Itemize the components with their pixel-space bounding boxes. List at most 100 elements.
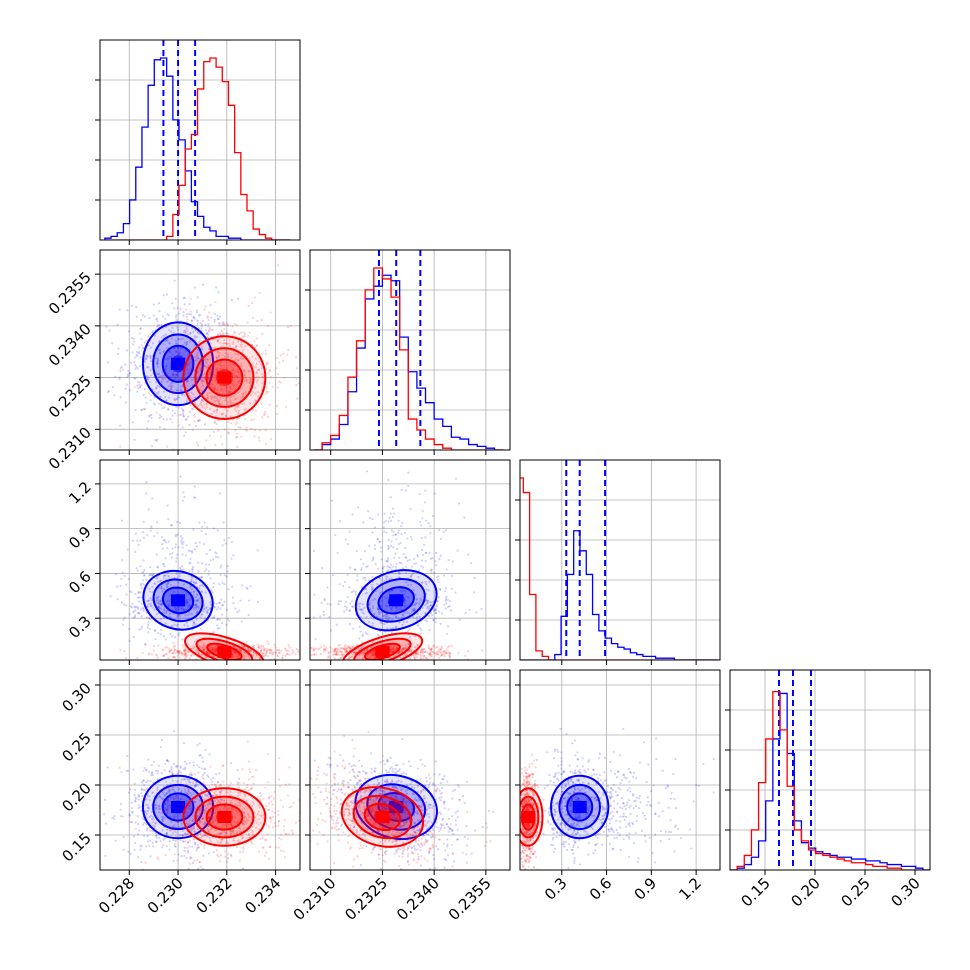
scatter-point <box>157 372 160 376</box>
scatter-point <box>409 508 412 511</box>
scatter-point <box>171 414 174 417</box>
scatter-point <box>172 656 175 659</box>
scatter-point <box>428 629 431 632</box>
scatter-point <box>171 552 174 555</box>
scatter-point <box>211 368 214 371</box>
scatter-point <box>139 327 142 331</box>
scatter-point <box>401 647 404 651</box>
scatter-point <box>243 811 246 814</box>
scatter-point <box>174 648 177 652</box>
scatter-point <box>270 649 273 653</box>
scatter-point <box>277 820 280 823</box>
scatter-point <box>218 809 221 812</box>
scatter-point <box>291 652 294 655</box>
scatter-point <box>379 546 383 549</box>
scatter-point <box>322 644 325 647</box>
scatter-point <box>348 530 351 533</box>
scatter-point <box>210 648 214 652</box>
scatter-point <box>404 555 407 559</box>
scatter-point <box>297 819 300 822</box>
hist-series-0 <box>520 530 719 660</box>
scatter-point <box>237 376 240 379</box>
scatter-point <box>214 645 217 648</box>
scatter-point <box>181 638 184 641</box>
scatter-point <box>169 815 172 818</box>
scatter-point <box>215 785 218 788</box>
scatter-point <box>173 826 176 829</box>
scatter-point <box>467 649 470 653</box>
scatter-point <box>194 402 197 405</box>
scatter-point <box>170 556 173 559</box>
scatter-point <box>156 361 159 364</box>
scatter-point <box>236 768 239 772</box>
scatter-point <box>239 649 243 652</box>
scatter-point <box>387 538 390 542</box>
scatter-point <box>171 779 174 782</box>
scatter-point <box>252 644 255 647</box>
scatter-point <box>339 656 342 659</box>
scatter-point <box>105 325 108 328</box>
scatter-point <box>212 647 215 650</box>
scatter-point <box>198 742 201 745</box>
scatter-point <box>145 829 149 832</box>
scatter-point <box>401 521 404 525</box>
scatter-point <box>255 337 258 340</box>
scatter-point <box>320 601 323 604</box>
scatter-point <box>268 381 271 384</box>
scatter-point <box>254 346 257 349</box>
scatter-point <box>216 340 219 343</box>
density-peak <box>171 357 186 370</box>
scatter-point <box>188 362 191 366</box>
scatter-point <box>164 333 168 336</box>
scatter-point <box>344 644 347 647</box>
scatter-point <box>264 410 267 414</box>
scatter-point <box>234 397 237 401</box>
scatter-point <box>203 403 206 406</box>
scatter-point <box>137 807 140 810</box>
scatter-point <box>134 550 137 553</box>
scatter-point <box>142 608 145 611</box>
scatter-point <box>409 575 412 578</box>
scatter-point <box>192 528 195 531</box>
scatter-point <box>292 801 295 804</box>
scatter-point <box>171 302 174 305</box>
scatter-point <box>216 627 219 630</box>
scatter-point <box>219 607 222 610</box>
scatter-point <box>242 645 245 648</box>
scatter-point <box>214 444 217 447</box>
scatter-point <box>362 657 365 660</box>
scatter-point <box>391 626 395 630</box>
scatter-point <box>191 645 194 648</box>
scatter-point <box>256 643 259 646</box>
contour-line <box>161 344 195 383</box>
scatter-point <box>425 598 428 602</box>
y-tick-label: 0.2355 <box>45 268 95 318</box>
scatter-point <box>235 405 238 409</box>
scatter-point <box>167 357 170 360</box>
scatter-point <box>167 574 170 578</box>
scatter-point <box>404 546 407 550</box>
scatter-point <box>195 604 198 607</box>
scatter-point <box>382 565 386 568</box>
scatter-point <box>427 644 430 647</box>
scatter-point <box>425 588 428 591</box>
scatter-point <box>167 575 170 578</box>
scatter-point <box>255 371 258 374</box>
scatter-point <box>344 650 347 653</box>
scatter-point <box>310 647 313 650</box>
scatter-point <box>326 656 330 659</box>
scatter-point <box>266 655 269 658</box>
scatter-point <box>210 397 213 401</box>
scatter-point <box>435 576 438 579</box>
scatter-point <box>148 415 151 418</box>
scatter-point <box>164 557 167 560</box>
scatter-point <box>286 326 290 329</box>
scatter-point <box>177 352 181 355</box>
scatter-point <box>210 878 212 880</box>
scatter-point <box>159 603 163 607</box>
scatter-point <box>158 385 161 389</box>
scatter-point <box>210 412 214 415</box>
scatter-point <box>162 612 166 615</box>
scatter-point <box>216 408 219 411</box>
scatter-point <box>385 615 388 618</box>
